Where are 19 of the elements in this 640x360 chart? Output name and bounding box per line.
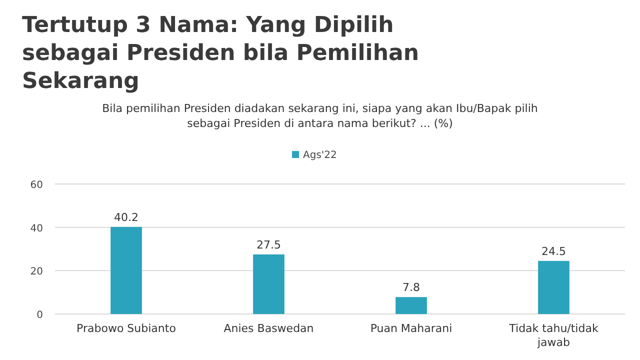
data-label: 27.5 [256, 238, 281, 252]
data-label: 40.2 [114, 210, 138, 224]
chart-title: Tertutup 3 Nama: Yang Dipilih sebagai Presiden bila Pemilihan Sekarang [22, 13, 420, 94]
chart-subtitle: Bila pemilihan Presiden diadakan sekarang ini, siapa yang akan Ibu/Bapak pilih sebagai Presiden di antara nama berikut? ... (%) [102, 102, 538, 130]
x-tick-label: Prabowo Subianto [76, 322, 176, 335]
y-tick-label: 0 [36, 310, 43, 321]
x-tick-label: Anies Baswedan [224, 322, 314, 335]
bar [396, 297, 427, 314]
y-tick-label: 60 [30, 180, 43, 191]
y-tick-label: 20 [30, 266, 43, 278]
legend-label: Ags'22 [303, 150, 337, 161]
x-tick-label: Tidak tahu/tidak jawab [508, 322, 599, 349]
y-tick-label: 40 [30, 223, 43, 234]
bar [538, 260, 570, 314]
data-label: 24.5 [542, 244, 566, 258]
bar [253, 254, 284, 314]
x-tick-label: Puan Maharani [370, 322, 452, 335]
bar [110, 226, 142, 314]
data-label: 7.8 [402, 281, 420, 294]
